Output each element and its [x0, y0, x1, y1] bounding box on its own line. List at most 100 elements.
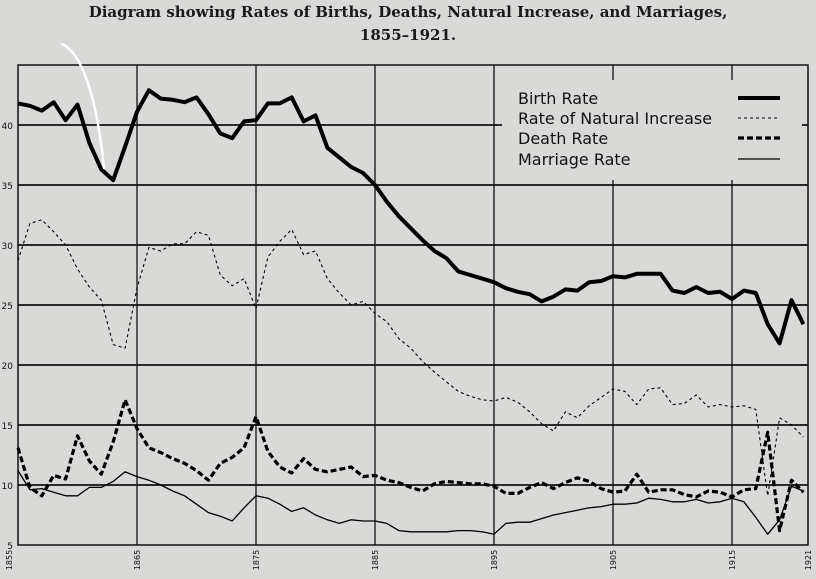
data-point — [279, 103, 280, 104]
data-point — [136, 476, 137, 477]
data-point — [29, 223, 30, 224]
data-point — [470, 396, 471, 397]
data-point — [148, 247, 149, 248]
data-point — [434, 531, 435, 532]
data-point — [89, 487, 90, 488]
data-point — [553, 514, 554, 515]
data-point — [125, 399, 126, 400]
series-group — [17, 219, 804, 497]
data-point — [374, 520, 375, 521]
data-point — [232, 457, 233, 458]
data-point — [267, 451, 268, 452]
data-point — [29, 105, 30, 106]
data-point — [458, 271, 459, 272]
data-point — [255, 416, 256, 417]
data-point — [303, 121, 304, 122]
data-point — [731, 406, 732, 407]
data-point — [791, 486, 792, 487]
data-point — [267, 498, 268, 499]
data-point — [303, 458, 304, 459]
data-point — [363, 476, 364, 477]
y-tick-label: 35 — [2, 182, 13, 192]
data-point — [303, 254, 304, 255]
data-point — [327, 519, 328, 520]
data-point — [101, 169, 102, 170]
data-point — [172, 243, 173, 244]
data-point — [160, 452, 161, 453]
y-axis-ticks: 5 10 15 20 25 30 35 40 — [2, 122, 14, 552]
data-point — [41, 110, 42, 111]
data-point — [565, 512, 566, 513]
data-point — [624, 391, 625, 392]
series-group — [17, 470, 804, 535]
data-point — [791, 480, 792, 481]
data-point — [684, 501, 685, 502]
data-point — [279, 504, 280, 505]
data-point — [422, 361, 423, 362]
data-point — [672, 489, 673, 490]
data-point — [65, 120, 66, 121]
data-point — [291, 511, 292, 512]
data-point — [755, 488, 756, 489]
x-tick-label: 1875 — [252, 550, 261, 570]
data-point — [160, 484, 161, 485]
data-point — [125, 146, 126, 147]
data-point — [720, 501, 721, 502]
data-point — [565, 482, 566, 483]
data-point — [208, 480, 209, 481]
data-point — [648, 388, 649, 389]
data-point — [136, 428, 137, 429]
data-point — [101, 300, 102, 301]
data-point — [386, 201, 387, 202]
data-point — [660, 499, 661, 500]
data-point — [101, 474, 102, 475]
data-point — [708, 406, 709, 407]
data-point — [541, 482, 542, 483]
data-point — [113, 481, 114, 482]
data-point — [267, 256, 268, 257]
data-point — [708, 490, 709, 491]
data-point — [612, 388, 613, 389]
data-point — [767, 534, 768, 535]
data-point — [220, 463, 221, 464]
data-point — [648, 498, 649, 499]
data-point — [89, 142, 90, 143]
data-point — [493, 534, 494, 535]
data-point — [731, 298, 732, 299]
x-axis-ticks: 1855 1865 1875 1885 1895 1905 1915 1921 — [5, 550, 813, 570]
data-point — [160, 250, 161, 251]
data-point — [589, 405, 590, 406]
data-point — [327, 147, 328, 148]
data-point — [89, 460, 90, 461]
data-point — [767, 324, 768, 325]
data-point — [636, 404, 637, 405]
data-point — [612, 504, 613, 505]
data-point — [767, 495, 768, 496]
data-point — [565, 411, 566, 412]
data-point — [755, 517, 756, 518]
data-point — [601, 280, 602, 281]
data-point — [291, 472, 292, 473]
data-point — [743, 501, 744, 502]
data-point — [53, 492, 54, 493]
data-point — [791, 300, 792, 301]
data-point — [351, 519, 352, 520]
data-point — [363, 172, 364, 173]
data-point — [803, 324, 804, 325]
data-point — [53, 231, 54, 232]
data-point — [255, 495, 256, 496]
legend-label: Birth Rate — [518, 89, 598, 108]
data-point — [731, 498, 732, 499]
series-line — [17, 88, 806, 346]
data-point — [172, 99, 173, 100]
data-point — [708, 502, 709, 503]
data-point — [624, 277, 625, 278]
data-point — [803, 492, 804, 493]
data-point — [482, 399, 483, 400]
series-line — [16, 398, 805, 533]
data-point — [505, 493, 506, 494]
data-point — [374, 313, 375, 314]
data-point — [327, 278, 328, 279]
data-point — [386, 480, 387, 481]
